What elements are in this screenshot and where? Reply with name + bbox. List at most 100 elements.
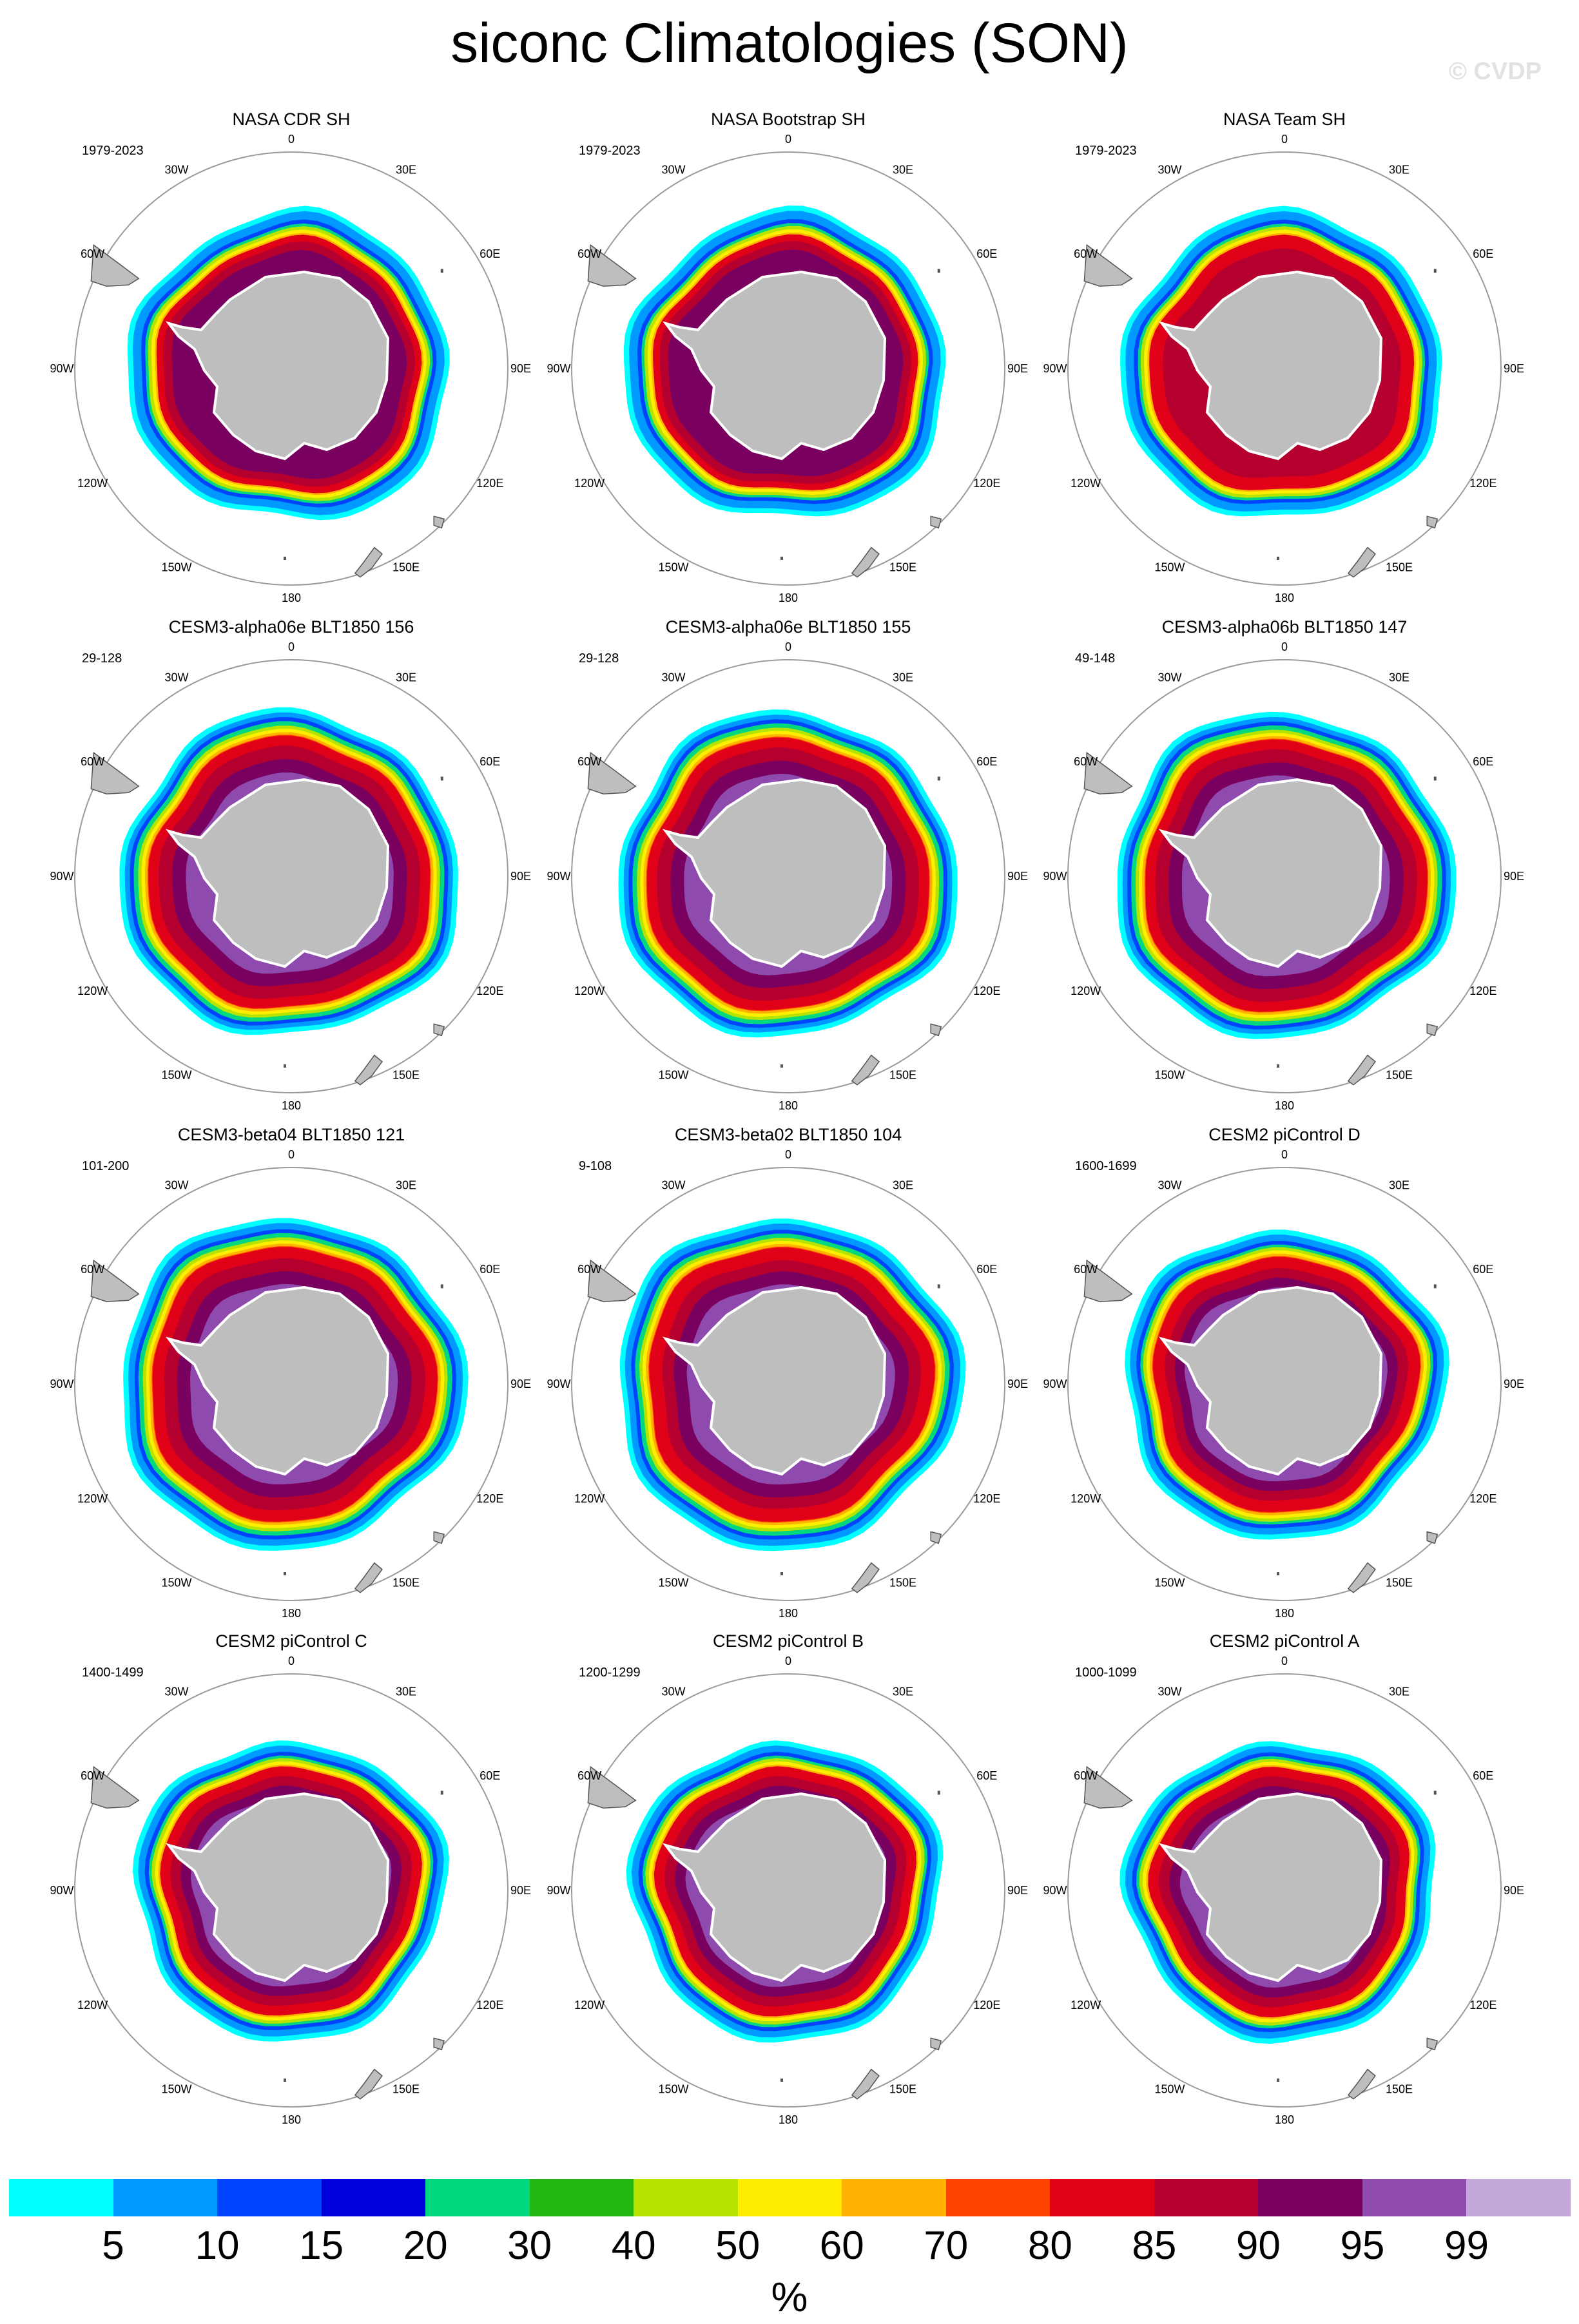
longitude-label: 180: [779, 1607, 798, 1620]
longitude-label: 150E: [392, 1068, 420, 1081]
longitude-label: 150E: [889, 561, 916, 573]
longitude-label: 30E: [396, 1685, 416, 1698]
colorbar-segment: [1466, 2179, 1571, 2216]
colorbar-tick-label: 30: [507, 2223, 552, 2268]
longitude-label: 120W: [574, 1999, 605, 2012]
island-dot: [1277, 557, 1279, 560]
longitude-label: 60E: [1473, 755, 1493, 768]
longitude-label: 120W: [77, 1999, 108, 2012]
panel-period: 1600-1699: [1075, 1159, 1137, 1173]
longitude-label: 30W: [661, 164, 685, 177]
island-dot: [440, 776, 443, 781]
longitude-label: 30E: [396, 671, 416, 684]
map-panel: NASA Team SH 1979-2023 0 30E 60E 90E 120E 150E 1…: [1043, 110, 1524, 604]
longitude-label: 60E: [1473, 1769, 1493, 1782]
longitude-label: 150E: [392, 561, 420, 573]
longitude-label: 90W: [547, 362, 570, 375]
panel-title: CESM2 piControl C: [215, 1631, 367, 1651]
longitude-label: 60W: [1074, 1263, 1098, 1276]
longitude-label: 30W: [661, 1179, 685, 1192]
longitude-label: 150E: [392, 2082, 420, 2095]
panel-title: CESM2 piControl D: [1208, 1125, 1361, 1144]
longitude-label: 180: [779, 2113, 798, 2126]
colorbar-segment: [634, 2179, 738, 2216]
longitude-label: 180: [1275, 2113, 1294, 2126]
island-dot: [1433, 1284, 1437, 1289]
longitude-label: 60E: [976, 1263, 997, 1276]
antarctica-landmass: [1158, 778, 1383, 968]
colorbar-segment: [1362, 2179, 1467, 2216]
longitude-label: 150E: [889, 2082, 916, 2095]
colorbar: [9, 2179, 1571, 2216]
longitude-label: 120E: [973, 984, 1000, 997]
longitude-label: 30W: [164, 1685, 188, 1698]
panel-title: NASA Team SH: [1223, 110, 1346, 129]
longitude-label: 0: [1281, 1655, 1288, 1667]
new-zealand-landmass: [1347, 2068, 1376, 2100]
south-america-landmass: [90, 751, 140, 795]
island-dot: [937, 1284, 940, 1289]
panel-title: CESM2 piControl A: [1210, 1631, 1360, 1651]
longitude-label: 60W: [1074, 247, 1098, 260]
south-america-landmass: [587, 1765, 637, 1809]
longitude-label: 90W: [1043, 362, 1067, 375]
longitude-label: 120W: [77, 984, 108, 997]
colorbar-units: %: [771, 2274, 808, 2320]
longitude-label: 60W: [1074, 1769, 1098, 1782]
longitude-label: 180: [1275, 591, 1294, 604]
antarctica-landmass: [165, 1285, 390, 1476]
panel-period: 1200-1299: [579, 1666, 641, 1680]
colorbar-segment: [217, 2179, 322, 2216]
new-zealand-landmass: [851, 546, 880, 578]
panel-period: 29-128: [82, 651, 122, 666]
south-america-landmass: [1083, 1259, 1133, 1303]
island-dot: [440, 269, 443, 273]
longitude-label: 120W: [1070, 1492, 1101, 1505]
longitude-label: 120E: [476, 1492, 503, 1505]
map-panel: NASA Bootstrap SH 1979-2023 0 30E 60E 90E 120E…: [547, 110, 1028, 604]
longitude-label: 30E: [1389, 671, 1409, 684]
colorbar-segment: [1258, 2179, 1362, 2216]
longitude-label: 90W: [547, 1378, 570, 1390]
south-america-landmass: [1083, 244, 1133, 287]
longitude-label: 60W: [1074, 755, 1098, 768]
map-panel: NASA CDR SH 1979-2023 0 30E 60E 90E 120E 150E 18…: [50, 110, 531, 604]
longitude-label: 180: [1275, 1099, 1294, 1112]
longitude-label: 120E: [973, 1999, 1000, 2012]
longitude-label: 90W: [1043, 1378, 1067, 1390]
longitude-label: 0: [785, 133, 791, 146]
antarctica-landmass: [165, 270, 390, 461]
panel-period: 1979-2023: [1075, 144, 1137, 158]
longitude-label: 30W: [164, 1179, 188, 1192]
south-america-landmass: [90, 1765, 140, 1809]
longitude-label: 60W: [81, 1263, 104, 1276]
colorbar-segment: [321, 2179, 426, 2216]
longitude-label: 90W: [1043, 870, 1067, 883]
longitude-label: 180: [282, 1099, 301, 1112]
longitude-label: 30W: [164, 671, 188, 684]
longitude-label: 60W: [81, 755, 104, 768]
panel-period: 101-200: [82, 1159, 129, 1173]
new-zealand-landmass: [1347, 1054, 1376, 1086]
tasmania-landmass: [433, 515, 445, 529]
panel-title: CESM2 piControl B: [713, 1631, 864, 1651]
colorbar-tick-label: 60: [819, 2223, 864, 2268]
longitude-label: 90E: [1504, 362, 1524, 375]
colorbar-tick-label: 80: [1027, 2223, 1072, 2268]
longitude-label: 90W: [50, 870, 73, 883]
longitude-label: 90E: [1504, 1884, 1524, 1897]
antarctica-landmass: [662, 270, 887, 461]
panel-period: 1979-2023: [579, 144, 641, 158]
tasmania-landmass: [433, 1531, 445, 1544]
south-america-landmass: [587, 244, 637, 287]
longitude-label: 60E: [1473, 247, 1493, 260]
island-dot: [440, 1284, 443, 1289]
panel-title: NASA CDR SH: [232, 110, 350, 129]
longitude-label: 60E: [480, 1769, 500, 1782]
map-panel: CESM3-alpha06b BLT1850 147 49-148 0 30E 60E 9…: [1043, 617, 1524, 1112]
panel-title: CESM3-alpha06b BLT1850 147: [1162, 617, 1408, 637]
longitude-label: 120E: [973, 477, 1000, 490]
colorbar-segment: [1154, 2179, 1259, 2216]
longitude-label: 180: [282, 2113, 301, 2126]
south-america-landmass: [587, 1259, 637, 1303]
